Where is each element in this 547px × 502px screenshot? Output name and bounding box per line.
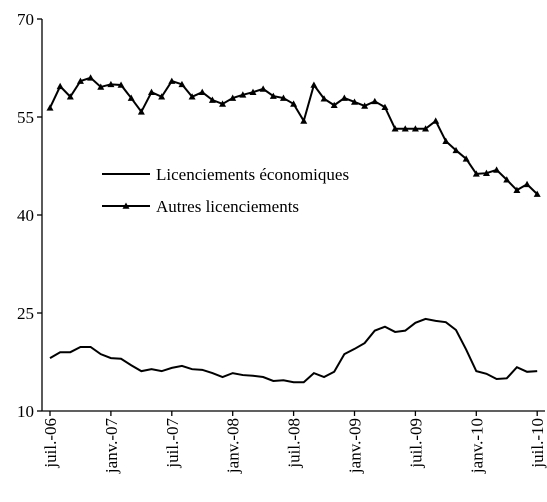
marker [442,137,450,144]
marker [330,101,338,109]
legend-label: Licenciements économiques [156,165,349,184]
marker [371,97,379,105]
marker [279,94,287,101]
marker [411,125,419,132]
marker [46,104,54,111]
marker [56,82,64,90]
legend-label: Autres licenciements [156,197,299,216]
y-tick-label: 25 [17,304,34,323]
legend-box [96,158,396,222]
marker [513,186,521,193]
marker [340,94,348,101]
marker [97,83,105,90]
y-tick-label: 10 [17,402,34,421]
marker [148,88,155,95]
marker [178,80,186,88]
marker [351,98,358,105]
marker [229,94,237,101]
marker [76,77,84,84]
x-tick-label: juil.-10 [528,418,547,469]
y-tick-label: 40 [17,206,34,225]
marker [259,85,267,92]
marker [361,102,369,109]
marker [198,88,206,95]
x-tick-label: janv.-10 [467,418,486,474]
marker [523,180,531,188]
x-tick-label: janv.-07 [102,418,121,475]
marker [422,125,430,132]
marker [158,93,166,100]
marker [290,100,298,107]
marker [401,125,409,132]
marker [127,94,135,101]
marker [219,100,227,107]
marker [249,88,257,95]
marker [391,125,399,132]
marker [300,117,308,124]
x-tick-label: janv.-09 [346,418,365,474]
y-tick-label: 55 [17,108,34,127]
marker [66,93,74,100]
series-line [49,317,538,384]
marker [462,155,470,162]
marker [269,92,277,99]
x-tick-label: juil.-09 [406,418,425,469]
x-tick-label: juil.-07 [163,418,182,469]
marker [432,117,440,124]
marker [107,80,115,88]
x-tick-label: janv.-08 [224,418,243,474]
y-tick-label: 70 [17,10,34,29]
legend-marker [122,202,130,209]
marker [117,81,125,88]
marker [188,93,196,100]
marker [208,96,216,103]
marker [452,146,460,154]
marker [503,176,511,183]
marker [472,170,480,177]
marker [320,95,328,102]
marker [87,74,95,81]
marker [493,166,501,173]
marker [533,190,541,197]
x-tick-label: juil.-08 [285,418,304,469]
marker [482,169,490,176]
marker [381,103,389,110]
marker [168,77,176,84]
marker [137,108,145,115]
marker [310,81,318,88]
x-tick-label: juil.-06 [41,418,60,469]
marker [239,91,247,98]
